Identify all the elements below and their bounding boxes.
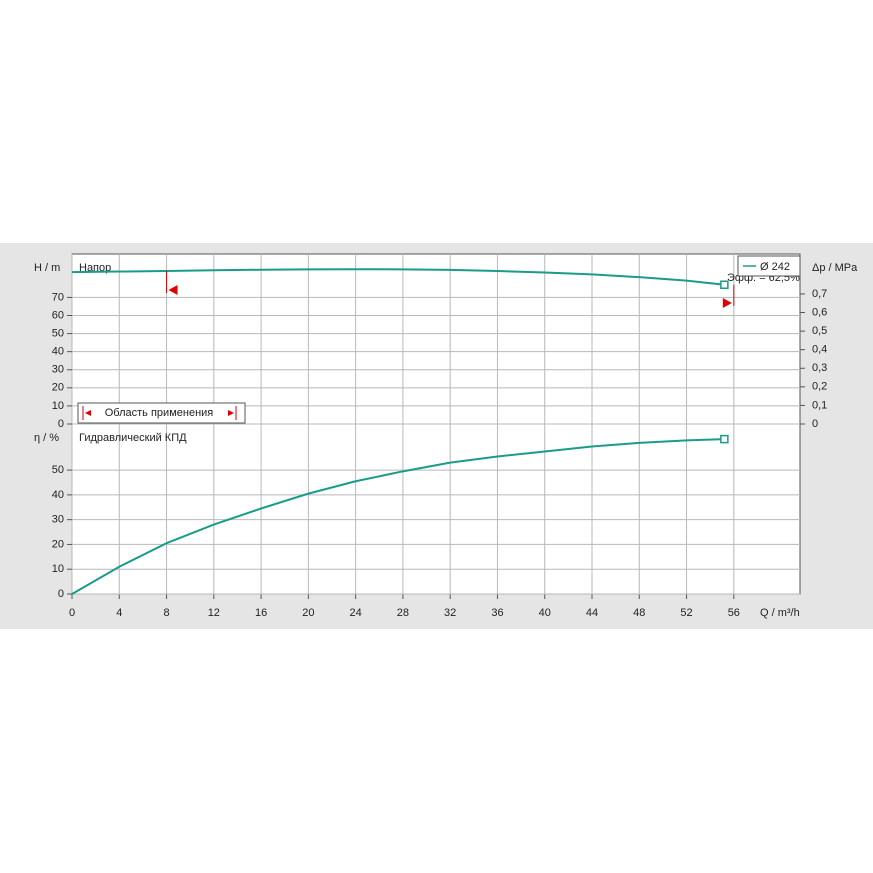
y-tick-label: 30 [52, 514, 64, 526]
y2-tick-label: 0,7 [812, 288, 827, 300]
x-tick-label: 56 [728, 607, 740, 619]
y2-tick-label: 0,6 [812, 306, 827, 318]
y2-tick-label: 0,4 [812, 344, 827, 356]
panel-title: Гидравлический КПД [79, 432, 187, 444]
range-box-arrow [85, 410, 91, 416]
y-tick-label: 30 [52, 364, 64, 376]
x-tick-label: 20 [302, 607, 314, 619]
y-axis-label: η / % [34, 432, 59, 444]
y-tick-label: 40 [52, 346, 64, 358]
y2-tick-label: 0,3 [812, 362, 827, 374]
range-arrow [168, 285, 178, 295]
x-tick-label: 0 [69, 607, 75, 619]
x-tick-label: 32 [444, 607, 456, 619]
range-box-arrow [228, 410, 234, 416]
y-tick-label: 0 [58, 418, 64, 430]
x-tick-label: 48 [633, 607, 645, 619]
x-tick-label: 4 [116, 607, 122, 619]
curve [71, 438, 725, 595]
x-tick-label: 40 [539, 607, 551, 619]
y2-tick-label: 0,1 [812, 399, 827, 411]
y-tick-label: 10 [52, 400, 64, 412]
y-tick-label: 0 [58, 588, 64, 600]
x-tick-label: 28 [397, 607, 409, 619]
x-tick-label: 8 [163, 607, 169, 619]
plot-area-efficiency [71, 423, 801, 595]
y2-tick-label: 0 [812, 418, 818, 430]
x-tick-label: 52 [680, 607, 692, 619]
x-tick-label: 12 [208, 607, 220, 619]
y-tick-label: 60 [52, 309, 64, 321]
legend-label: Ø 242 [760, 261, 790, 273]
x-tick-label: 24 [350, 607, 362, 619]
y-tick-label: 20 [52, 382, 64, 394]
x-tick-label: 36 [491, 607, 503, 619]
y-tick-label: 50 [52, 464, 64, 476]
y2-tick-label: 0,5 [812, 325, 827, 337]
curve [71, 268, 725, 286]
plot-area-head [71, 253, 801, 425]
x-tick-label: 44 [586, 607, 598, 619]
x-tick-label: 16 [255, 607, 267, 619]
y2-axis-label: Δp / MPa [812, 262, 858, 274]
y-axis-label: H / m [34, 262, 60, 274]
range-arrow [722, 298, 732, 308]
y-tick-label: 40 [52, 489, 64, 501]
range-box [77, 402, 246, 424]
y-tick-label: 20 [52, 538, 64, 550]
y2-tick-label: 0,2 [812, 381, 827, 393]
range-label: Область применения [105, 407, 214, 419]
y-tick-label: 10 [52, 563, 64, 575]
y-tick-label: 50 [52, 327, 64, 339]
y-tick-label: 70 [52, 291, 64, 303]
x-axis-label: Q / m³/h [760, 607, 800, 619]
end-marker [720, 280, 729, 289]
end-marker [720, 434, 729, 444]
legend-box [737, 255, 801, 277]
